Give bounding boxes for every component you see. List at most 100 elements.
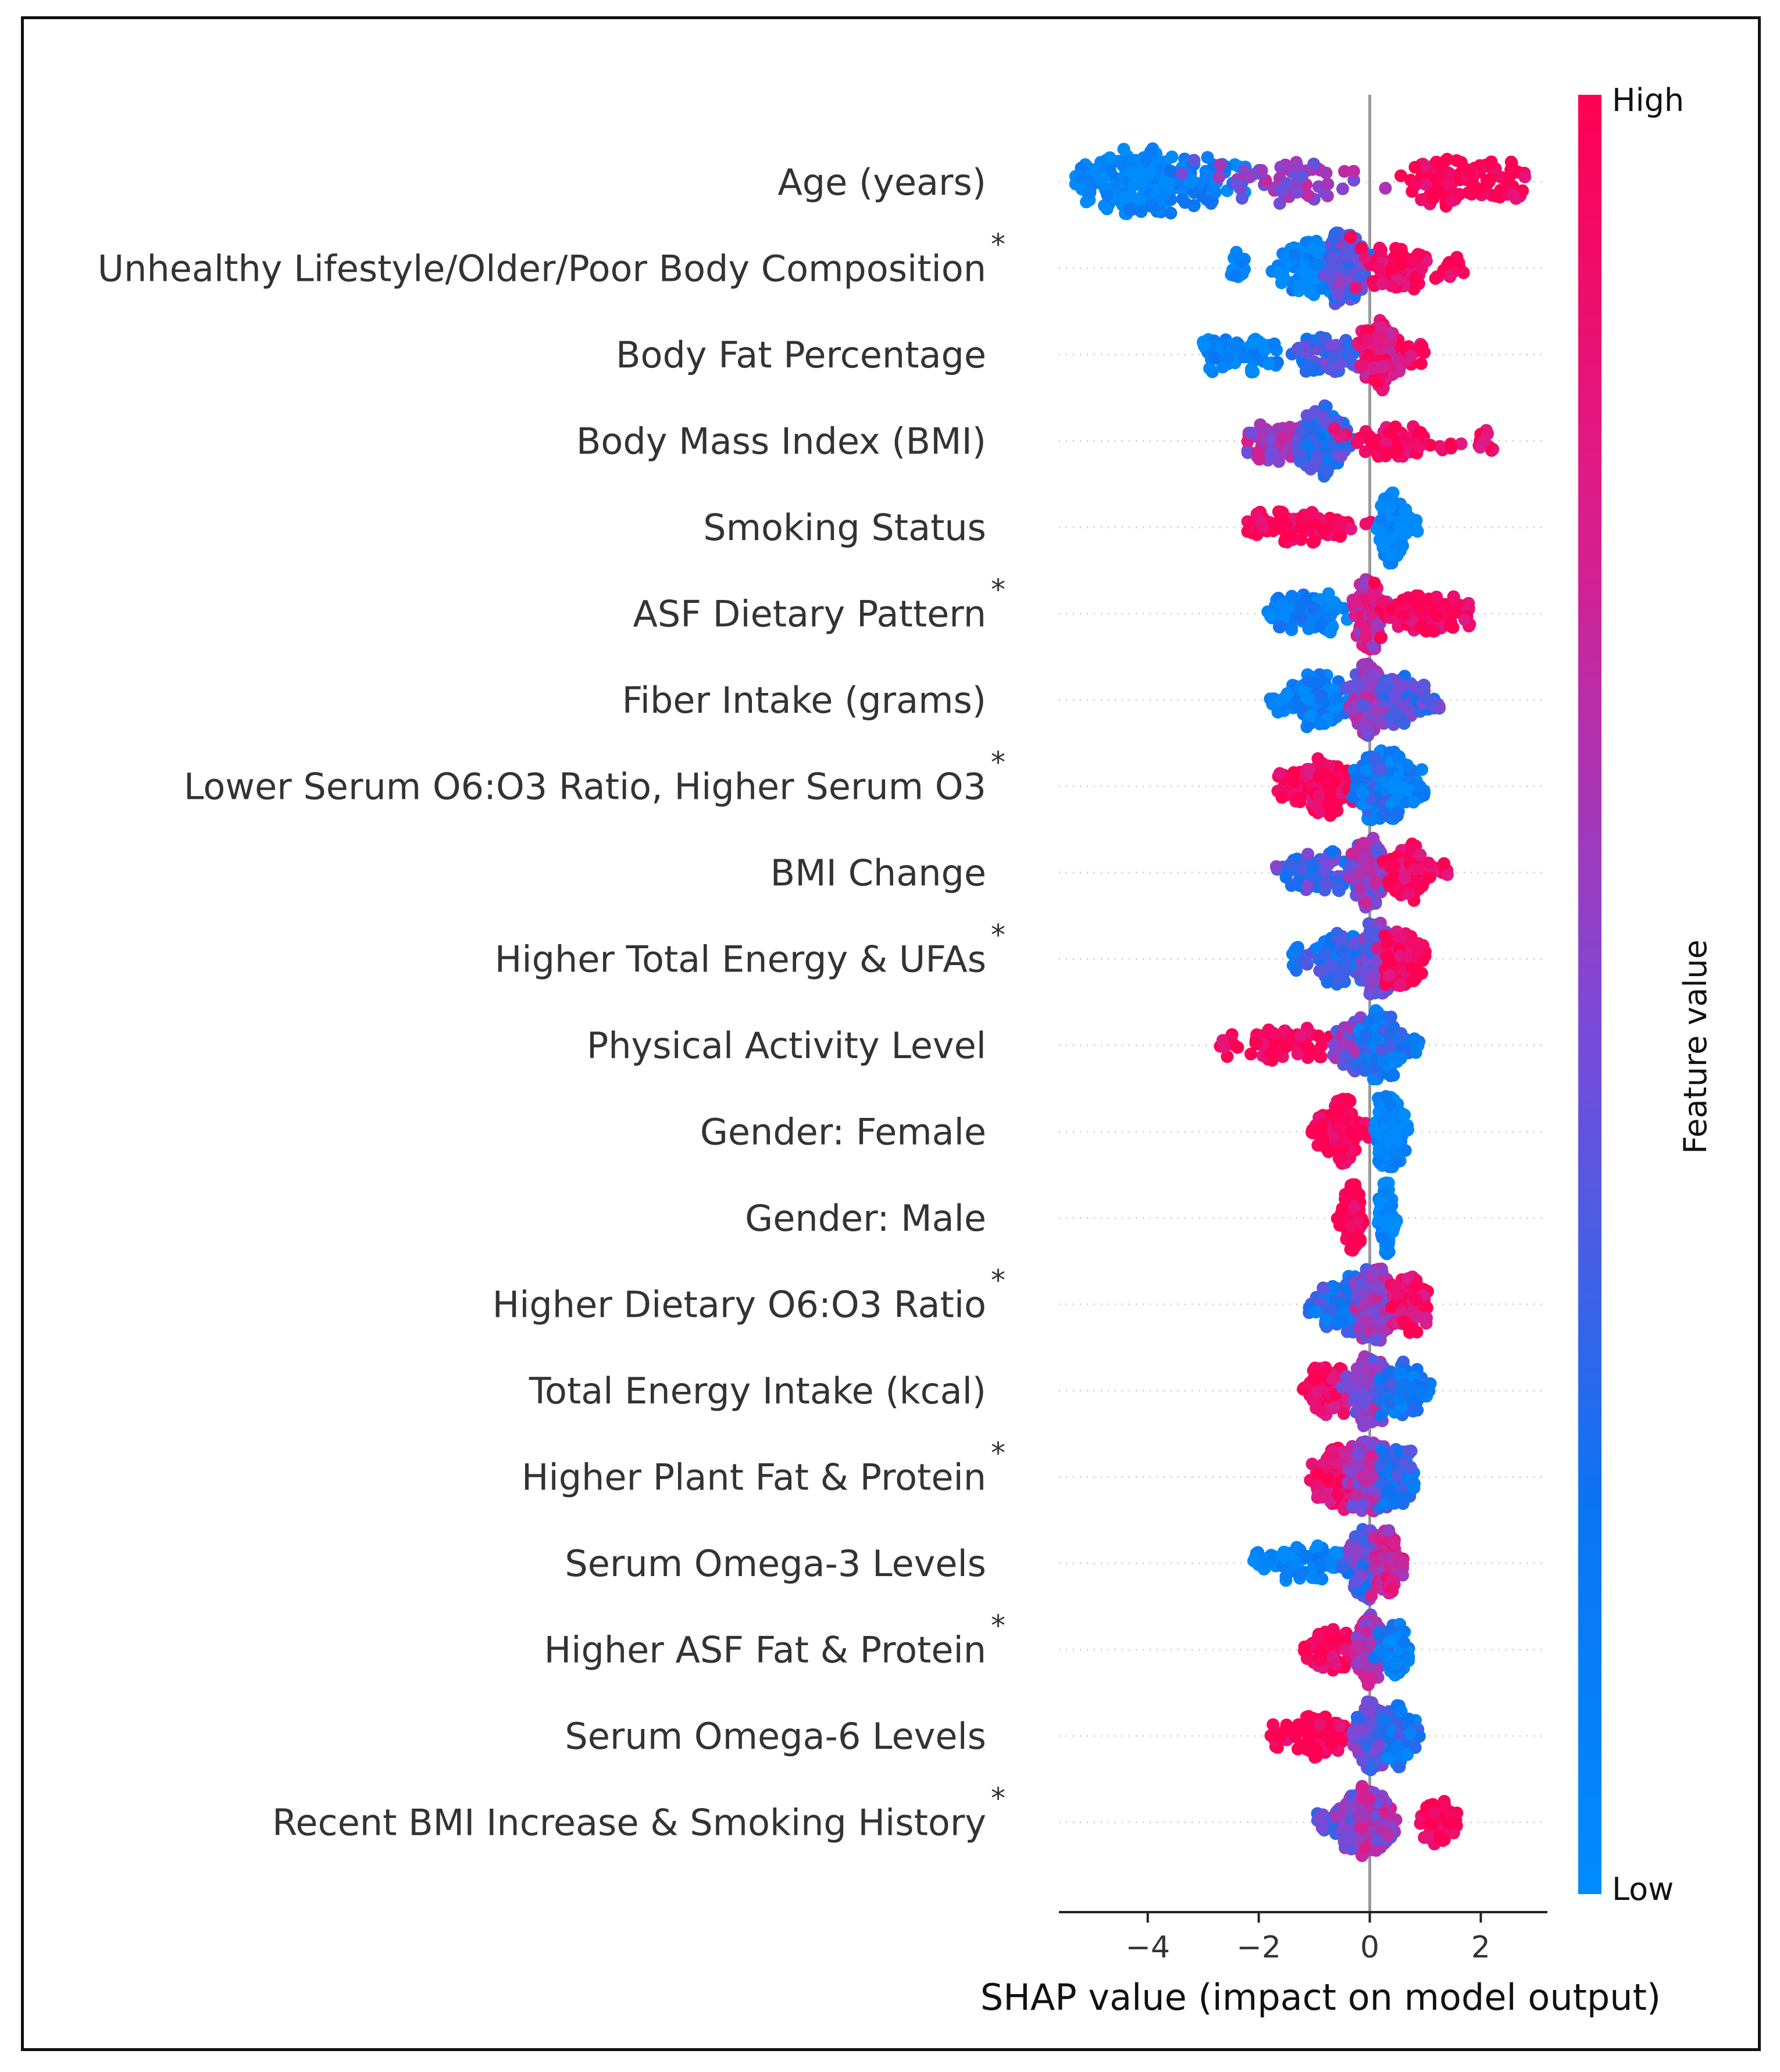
shap-point — [1408, 160, 1422, 174]
shap-point — [1376, 277, 1389, 291]
shap-point — [1376, 360, 1389, 373]
shap-point — [1359, 837, 1372, 851]
shap-point — [1444, 615, 1457, 628]
shap-point — [1462, 166, 1476, 179]
shap-point — [1391, 1287, 1404, 1301]
shap-point — [1338, 165, 1351, 178]
shap-point — [1385, 261, 1399, 274]
shap-point — [1302, 693, 1315, 706]
shap-point — [1324, 362, 1337, 376]
shap-point — [1103, 151, 1116, 165]
shap-point — [1363, 930, 1376, 944]
shap-point — [1075, 173, 1088, 187]
shap-point — [1431, 609, 1444, 623]
shap-point — [1408, 1032, 1421, 1045]
shap-point — [1358, 1296, 1372, 1310]
shap-point — [1101, 188, 1114, 202]
figure-frame: Age (years) Unhealthy Lifestyle/Older/Poo… — [21, 16, 1761, 2051]
shap-point — [1394, 169, 1407, 183]
shap-point — [1398, 1108, 1411, 1121]
shap-point — [1339, 958, 1353, 971]
shap-point — [1413, 780, 1426, 793]
shap-point — [1312, 1029, 1325, 1042]
shap-point — [1369, 1333, 1382, 1346]
shap-point — [1326, 250, 1340, 263]
shap-point — [1324, 626, 1337, 639]
shap-point — [1327, 349, 1340, 363]
shap-point — [1183, 176, 1196, 189]
shap-point — [1415, 262, 1428, 275]
shap-point — [1257, 520, 1270, 534]
shap-point — [1418, 678, 1431, 692]
shap-point — [1399, 1144, 1412, 1157]
shap-point — [1311, 450, 1324, 463]
shap-point — [1325, 959, 1337, 972]
shap-point — [1249, 1037, 1262, 1049]
shap-point — [1422, 856, 1435, 870]
shap-point — [1162, 178, 1176, 191]
shap-point — [1437, 857, 1451, 870]
shap-point — [1319, 401, 1333, 413]
shap-point — [1264, 1048, 1278, 1061]
shap-point — [1346, 1235, 1359, 1249]
shap-point — [1443, 256, 1456, 269]
shap-point — [1280, 177, 1293, 190]
shap-point — [1276, 431, 1289, 445]
shap-point — [1314, 1404, 1328, 1417]
shap-point — [1342, 244, 1354, 257]
shap-point — [1336, 182, 1349, 195]
shap-point — [1368, 576, 1381, 590]
shap-point — [1083, 185, 1097, 199]
shap-point — [1238, 350, 1251, 363]
shap-point — [1231, 1041, 1244, 1054]
shap-point — [1203, 362, 1217, 375]
shap-point — [1158, 188, 1171, 202]
shap-point — [1362, 348, 1375, 362]
shap-point — [1442, 166, 1456, 180]
shap-point — [1446, 194, 1459, 207]
shap-point — [1371, 762, 1385, 776]
shap-point — [1272, 265, 1286, 278]
shap-point — [1413, 342, 1426, 355]
feature-row-points — [1069, 142, 1532, 220]
shap-point — [1313, 964, 1326, 977]
shap-point — [1390, 249, 1404, 262]
shap-point — [1393, 1367, 1407, 1381]
shap-point — [1271, 706, 1285, 719]
shap-point — [1307, 364, 1320, 377]
shap-point — [1415, 193, 1428, 206]
shap-point — [1315, 282, 1329, 295]
shap-point — [1310, 1386, 1324, 1399]
shap-point — [1255, 164, 1268, 177]
shap-point — [1433, 157, 1447, 170]
shap-point — [1144, 199, 1158, 213]
shap-point — [1505, 156, 1518, 170]
shap-point — [1335, 449, 1348, 463]
shap-point — [1356, 787, 1369, 800]
shap-point — [1243, 170, 1256, 184]
shap-point — [1419, 692, 1432, 705]
shap-point — [1381, 534, 1394, 546]
feature-row-points — [1269, 831, 1454, 914]
shap-summary-chart: Age (years)Unhealthy Lifestyle/Older/Poo… — [98, 82, 1714, 2019]
shap-point — [1344, 523, 1357, 535]
shap-point — [1359, 517, 1372, 531]
shap-point — [1390, 1155, 1403, 1168]
shap-point — [1144, 145, 1157, 158]
shap-point — [1187, 153, 1201, 167]
shap-point — [1303, 763, 1315, 776]
shap-point — [1118, 192, 1132, 205]
shap-point — [1214, 158, 1227, 172]
shap-point — [1294, 169, 1307, 183]
shap-point — [1285, 879, 1298, 892]
shap-point — [1372, 1214, 1385, 1227]
shap-point — [1299, 591, 1312, 605]
shap-point — [1332, 1296, 1345, 1309]
shap-point — [1379, 1110, 1393, 1124]
shap-point — [1370, 705, 1383, 718]
shap-point — [1397, 608, 1410, 621]
shap-point — [1332, 884, 1345, 897]
shap-point — [1297, 268, 1311, 281]
shap-point — [1319, 767, 1332, 781]
shap-point — [1288, 248, 1301, 262]
